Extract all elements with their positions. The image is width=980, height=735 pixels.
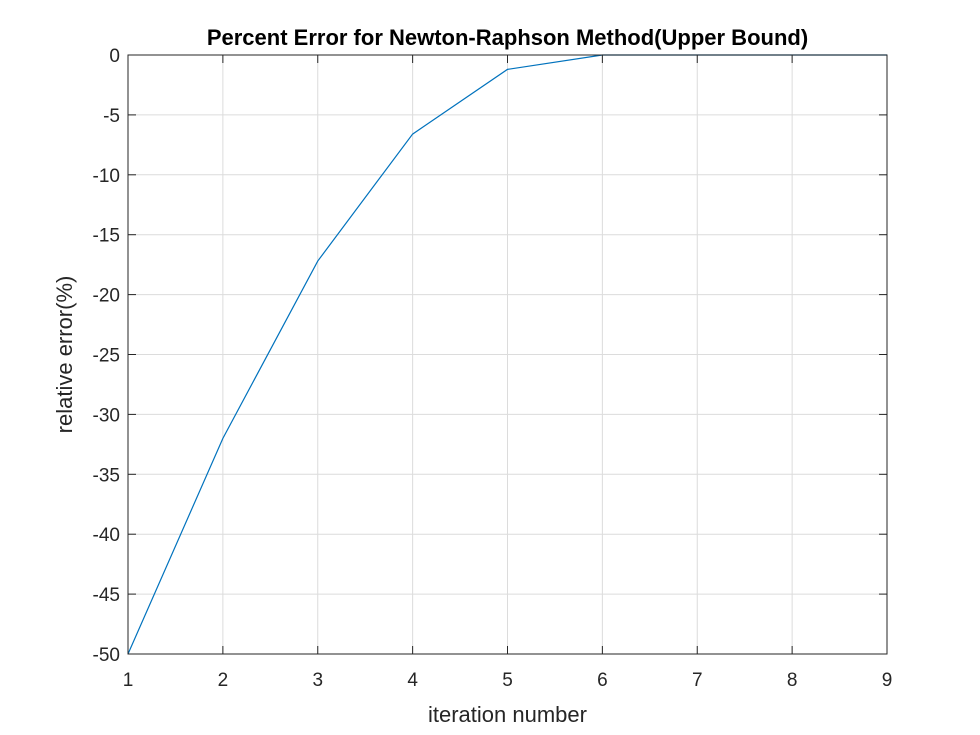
y-tick-label: -50 <box>93 645 120 666</box>
y-tick-label: -35 <box>93 465 120 486</box>
x-tick-label: 8 <box>787 670 798 691</box>
x-tick-label: 4 <box>407 670 418 691</box>
x-tick-label: 1 <box>123 670 134 691</box>
x-axis-label: iteration number <box>428 702 587 727</box>
grid <box>127 54 888 655</box>
x-tick-label: 9 <box>882 670 893 691</box>
y-tick-label: -10 <box>93 166 120 187</box>
x-tick-label: 6 <box>597 670 608 691</box>
y-tick-label: -15 <box>93 226 120 247</box>
x-tick-label: 5 <box>502 670 513 691</box>
y-tick-label: 0 <box>109 46 120 67</box>
x-tick-label: 3 <box>312 670 323 691</box>
y-tick-label: -25 <box>93 346 120 367</box>
tick-marks <box>127 54 888 655</box>
x-tick-labels: 1 2 3 4 5 6 7 8 9 <box>123 670 893 691</box>
y-tick-label: -20 <box>93 286 120 307</box>
y-tick-label: -45 <box>93 585 120 606</box>
y-tick-label: -5 <box>103 106 120 127</box>
x-tick-label: 2 <box>218 670 229 691</box>
y-tick-label: -40 <box>93 525 120 546</box>
y-axis-label: relative error(%) <box>52 276 77 434</box>
y-tick-labels: 0 -5 -10 -15 -20 -25 -30 -35 -40 -45 -50 <box>93 46 120 666</box>
y-tick-label: -30 <box>93 405 120 426</box>
chart-title: Percent Error for Newton-Raphson Method(… <box>207 25 808 50</box>
x-tick-label: 7 <box>692 670 703 691</box>
